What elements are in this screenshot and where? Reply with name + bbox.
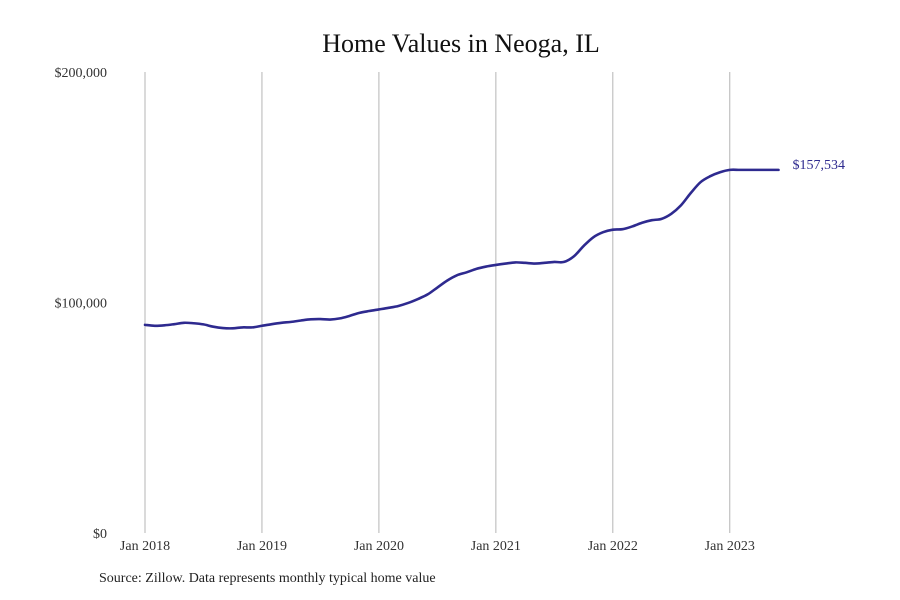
series-layer xyxy=(143,168,780,330)
x-axis: Jan 2018 Jan 2019 Jan 2020 Jan 2021 Jan 2022… xyxy=(120,539,755,554)
series-line xyxy=(143,168,780,330)
grid xyxy=(144,72,731,533)
source-note: Source: Zillow. Data represents monthly … xyxy=(99,571,436,586)
y-tick-label: $0 xyxy=(93,527,107,542)
x-tick-label: Jan 2019 xyxy=(237,539,287,554)
x-tick-label: Jan 2022 xyxy=(588,539,638,554)
y-tick-label: $200,000 xyxy=(55,66,108,81)
y-axis: $0 $100,000 $200,000 xyxy=(55,66,108,542)
end-value-label: $157,534 xyxy=(793,158,846,173)
x-tick-label: Jan 2018 xyxy=(120,539,170,554)
chart-title: Home Values in Neoga, IL xyxy=(322,29,600,58)
x-tick-label: Jan 2023 xyxy=(705,539,755,554)
x-tick-label: Jan 2020 xyxy=(354,539,404,554)
y-tick-label: $100,000 xyxy=(55,297,108,312)
x-tick-label: Jan 2021 xyxy=(471,539,521,554)
